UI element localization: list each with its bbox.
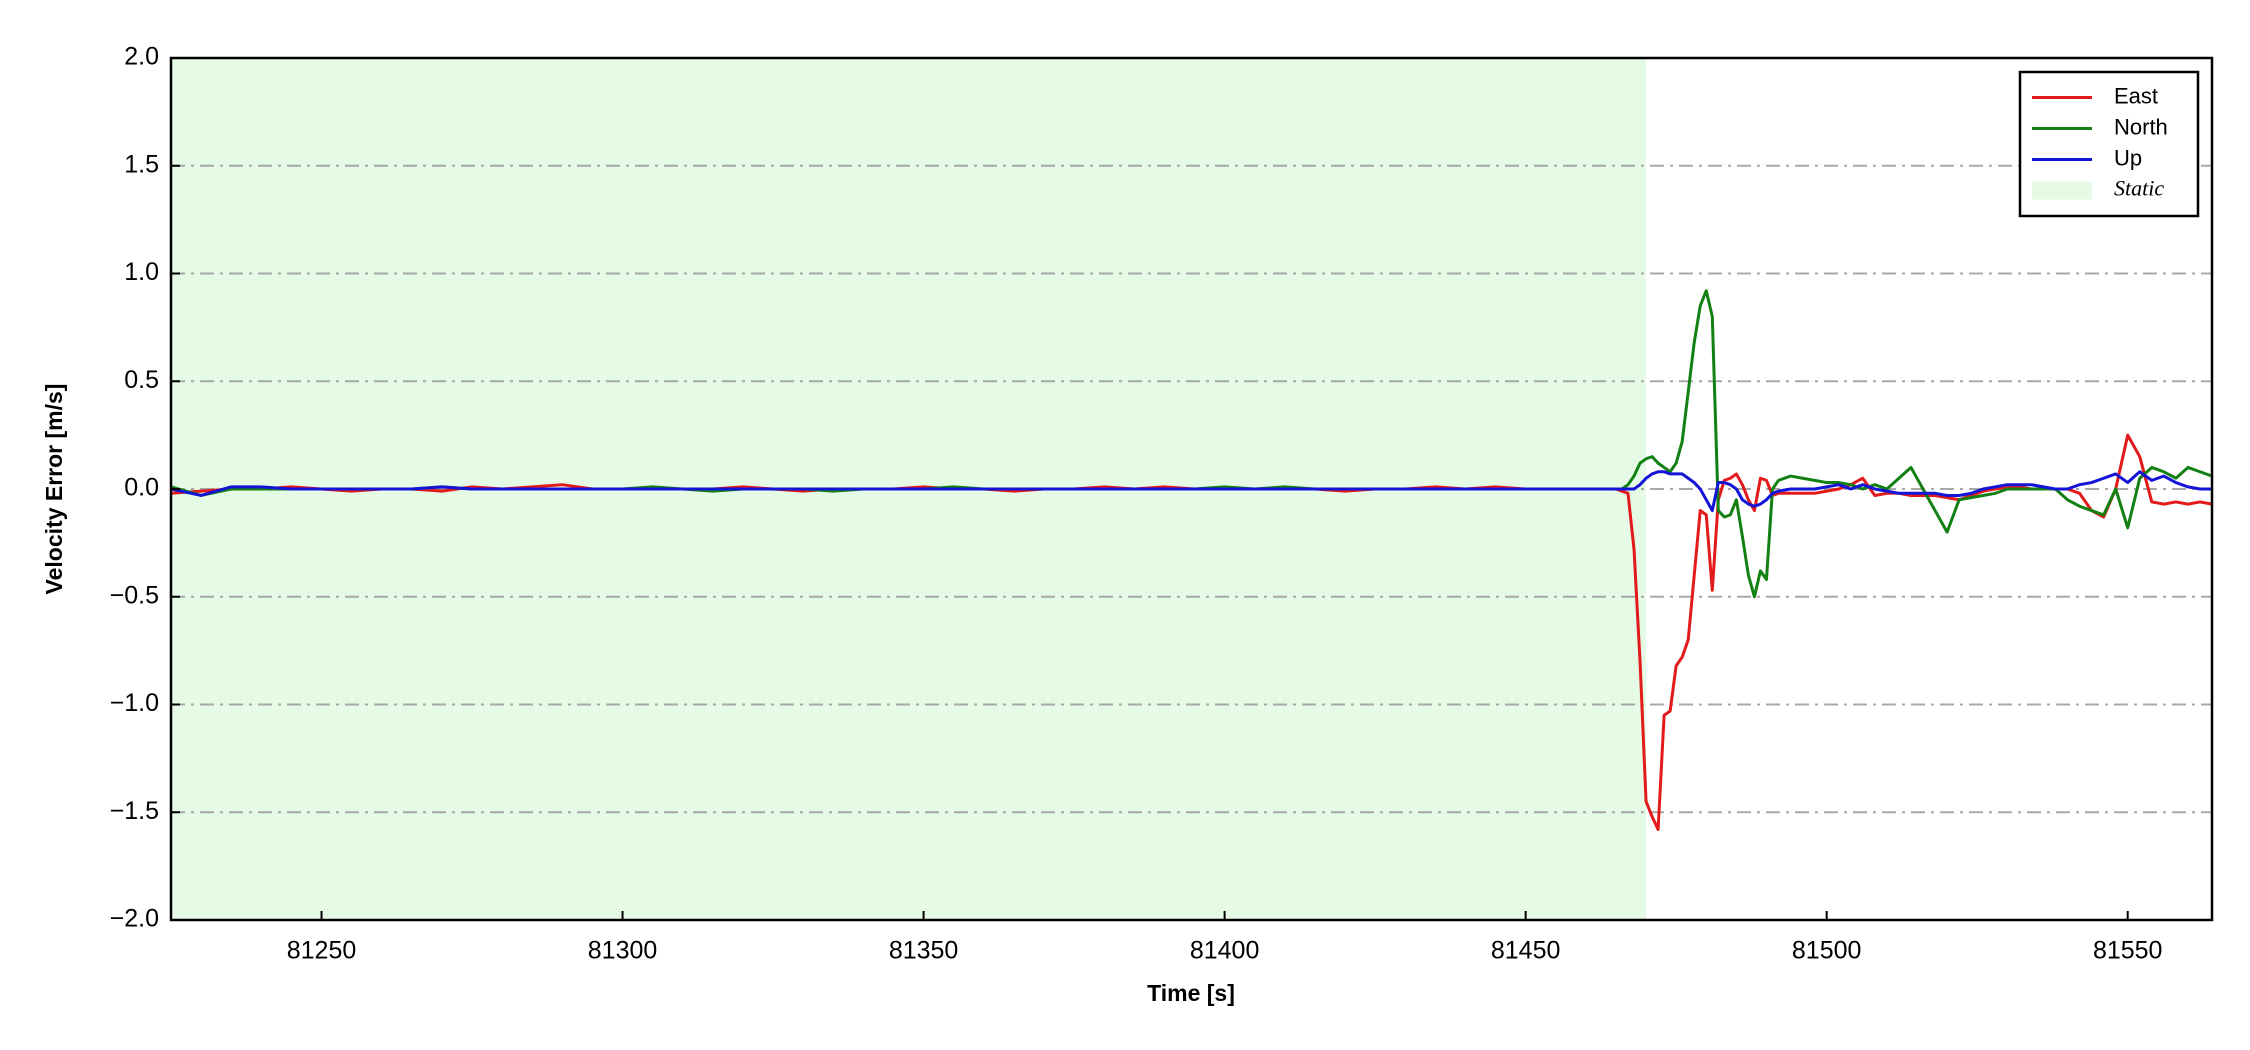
plot-frame [169,56,2214,922]
x-tick-label: 81250 [287,937,357,965]
y-axis-label: Velocity Error [m/s] [41,384,67,595]
y-tick-label: 1.5 [124,150,159,178]
x-tick-label: 81400 [1190,937,1260,965]
plot-area [171,58,2212,920]
legend-swatch [2032,181,2092,200]
y-tick-label: −1.5 [110,797,159,825]
legend-label: Static [2114,176,2164,201]
legend-label: East [2114,83,2158,108]
series-line [171,470,2212,513]
legend: East North Up Static [2018,70,2200,218]
y-tick-label: −1.0 [110,689,159,717]
legend-label: Up [2114,145,2142,170]
x-tick-label: 81500 [1792,937,1862,965]
x-tick-label: 81300 [588,937,658,965]
x-tick-label: 81450 [1491,937,1561,965]
y-tick-label: −2.0 [110,905,159,933]
y-tick-label: 2.0 [124,43,159,71]
y-tick-label: 1.0 [124,258,159,286]
legend-label: North [2114,114,2168,139]
y-tick-label: 0.0 [124,474,159,502]
x-tick-label: 81550 [2093,937,2163,965]
y-tick-label: 0.5 [124,366,159,394]
x-axis-label: Time [s] [1147,980,1235,1006]
x-tick-label: 81350 [889,937,959,965]
y-tick-label: −0.5 [110,581,159,609]
